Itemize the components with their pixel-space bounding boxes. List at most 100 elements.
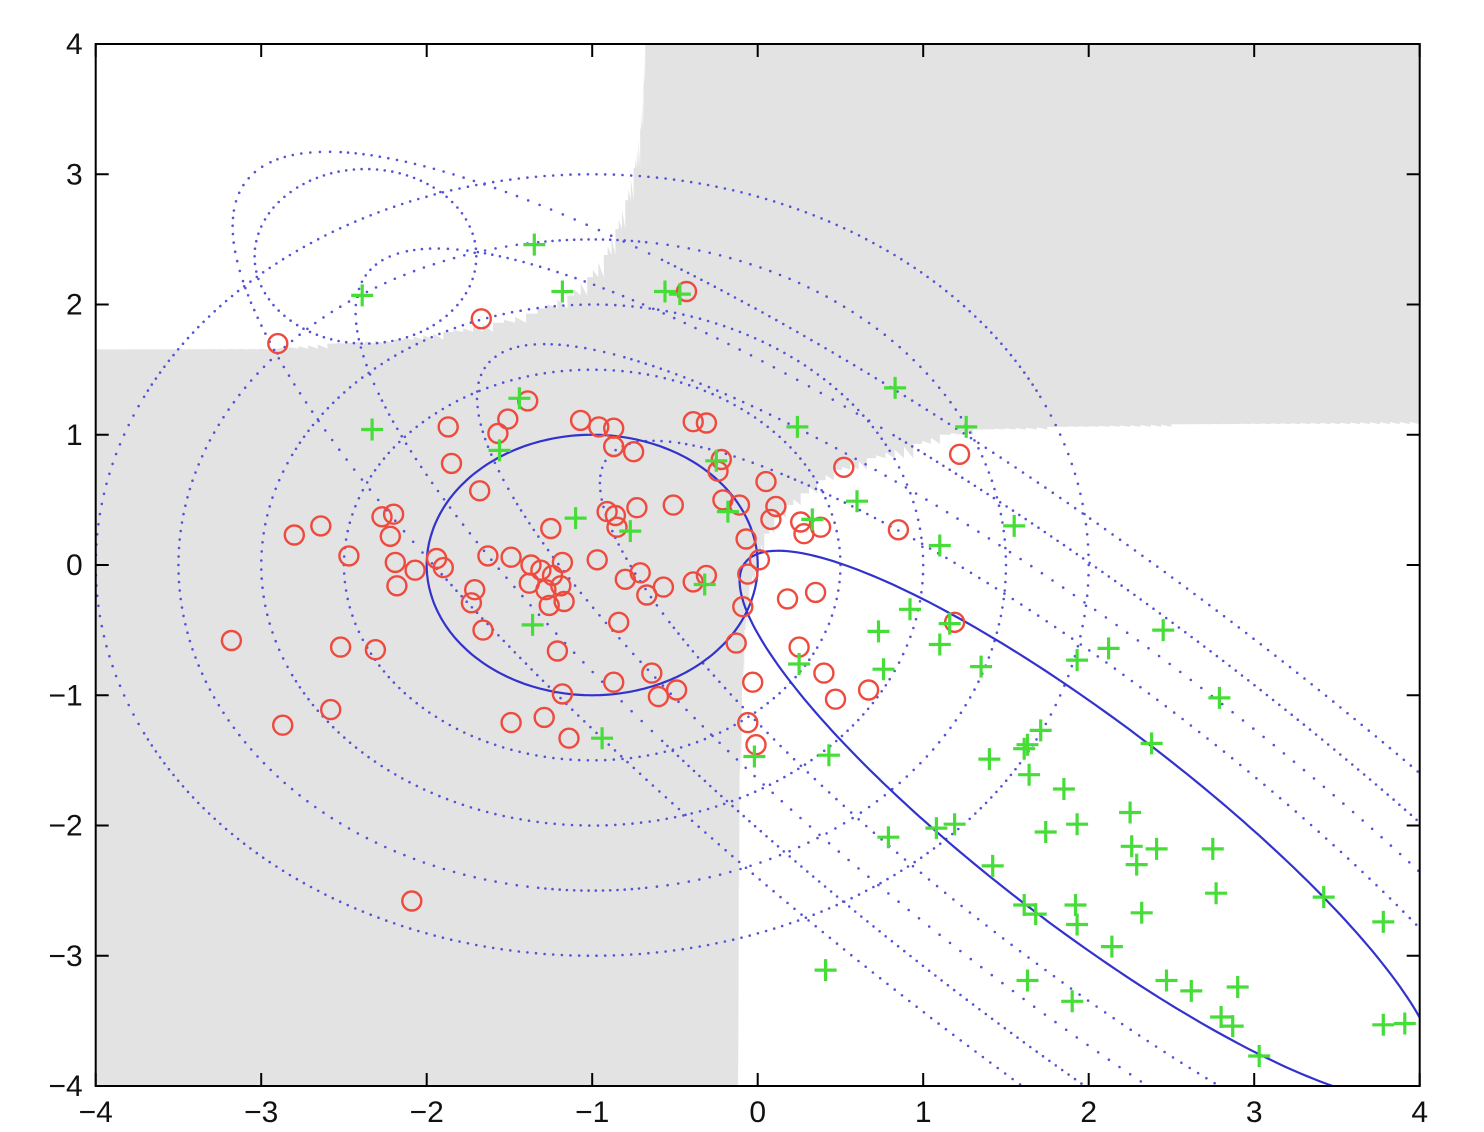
red-circle-marker (588, 416, 610, 438)
green-cross-marker (1119, 801, 1142, 824)
solid-contour (425, 433, 759, 697)
red-circle-marker (382, 503, 405, 525)
green-cross-marker (877, 826, 900, 849)
red-circle-marker (804, 581, 827, 604)
x-tick-label: 0 (749, 1096, 766, 1129)
dotted-contour (354, 247, 1418, 1085)
green-cross-marker (1013, 894, 1036, 916)
green-cross-marker (872, 658, 895, 681)
red-circle-marker (464, 579, 486, 601)
red-circle-marker (833, 456, 855, 478)
red-circle-marker (603, 435, 625, 458)
red-circle-marker (755, 470, 777, 493)
green-cross-marker (1372, 910, 1395, 933)
red-circle-marker (665, 679, 688, 701)
green-cross-marker (1013, 737, 1036, 760)
red-circle-marker (558, 727, 580, 749)
red-circle-marker (546, 640, 569, 662)
x-tick-label: −4 (79, 1096, 113, 1129)
red-circle-marker (500, 711, 522, 734)
dotted-contour (598, 439, 1418, 1085)
red-circle-marker (371, 506, 393, 528)
red-circle-marker (500, 546, 522, 568)
red-circle-marker (647, 685, 670, 708)
green-cross-marker (1145, 837, 1168, 860)
x-tick-label: 3 (1246, 1096, 1263, 1129)
green-cross-marker (705, 449, 728, 472)
red-circle-marker (586, 549, 608, 571)
red-circle-marker (551, 683, 574, 705)
green-cross-marker (1018, 763, 1041, 786)
red-circle-marker (737, 711, 759, 734)
green-cross-marker (1066, 649, 1089, 672)
red-circle-marker (540, 517, 562, 540)
green-cross-marker (884, 376, 907, 399)
green-cross-marker (1221, 1015, 1244, 1038)
red-circle-marker (948, 443, 971, 465)
dotted-contour (260, 303, 925, 827)
green-cross-marker (619, 520, 642, 543)
green-cross-marker (978, 748, 1001, 771)
red-circle-marker (384, 551, 406, 574)
red-circle-marker (728, 494, 751, 516)
red-circle-marker (641, 662, 663, 684)
red-circle-marker (432, 556, 454, 579)
red-circle-marker (857, 679, 880, 701)
decision-region-lower-right-white (737, 421, 1420, 1086)
green-cross-marker (361, 418, 384, 441)
green-cross-marker (1066, 913, 1089, 936)
red-circle-marker (629, 562, 651, 584)
green-cross-marker (1034, 821, 1057, 843)
y-tick-label: 1 (66, 419, 83, 452)
dotted-contour (475, 342, 1420, 1083)
green-cross-marker (814, 959, 837, 982)
green-cross-marker (1100, 935, 1123, 958)
axis-layer: −4 −3 −2 −1 0 1 2 3 4 −4 −3 −2 −1 0 1 2 3 4 (48, 28, 1428, 1129)
dotted-contour (342, 368, 842, 762)
green-cross-marker (564, 507, 587, 530)
green-cross-marker (899, 598, 921, 621)
green-cross-marker (981, 854, 1004, 877)
green-cross-marker (693, 573, 716, 596)
dotted-contour (177, 238, 1008, 892)
red-circle-marker (310, 515, 332, 537)
red-circle-marker (765, 495, 787, 518)
red-circle-marker (606, 516, 628, 538)
green-cross-marker (521, 613, 544, 636)
green-cross-marker (1016, 969, 1039, 992)
red-circle-marker (533, 706, 555, 729)
green-cross-marker (351, 284, 374, 307)
green-cross-marker (1097, 637, 1120, 660)
green-cross-marker (1248, 1045, 1271, 1067)
red-circle-marker (813, 662, 835, 684)
red-circle-marker (379, 525, 401, 547)
red-circle-marker (364, 639, 387, 661)
red-circle-marker (652, 576, 675, 598)
green-cross-marker (1052, 778, 1075, 800)
red-circle-marker (220, 629, 243, 652)
green-cross-marker (743, 745, 766, 768)
green-cross-marker (846, 490, 868, 513)
red-circle-marker (824, 688, 847, 710)
red-circle-marker (887, 519, 910, 541)
red-circle-marker (437, 416, 459, 438)
red-circle-marker (760, 508, 782, 531)
y-tick-label: −3 (48, 940, 82, 973)
red-circle-marker (469, 480, 491, 502)
green-cross-marker (1201, 837, 1224, 860)
green-cross-marker (1372, 1013, 1395, 1036)
red-circle-marker (404, 559, 426, 581)
red-circle-marker (320, 698, 342, 721)
green-cross-marker (488, 439, 511, 462)
red-circle-marker (460, 592, 483, 614)
scatter-marker-layer (220, 233, 1416, 1067)
y-tick-label: 3 (66, 158, 83, 191)
green-cross-marker (786, 415, 809, 438)
red-circle-marker (608, 611, 630, 633)
red-circle-marker (737, 563, 759, 585)
green-cross-marker (1003, 514, 1026, 537)
x-tick-label: 1 (915, 1096, 932, 1129)
green-cross-marker (654, 280, 676, 303)
